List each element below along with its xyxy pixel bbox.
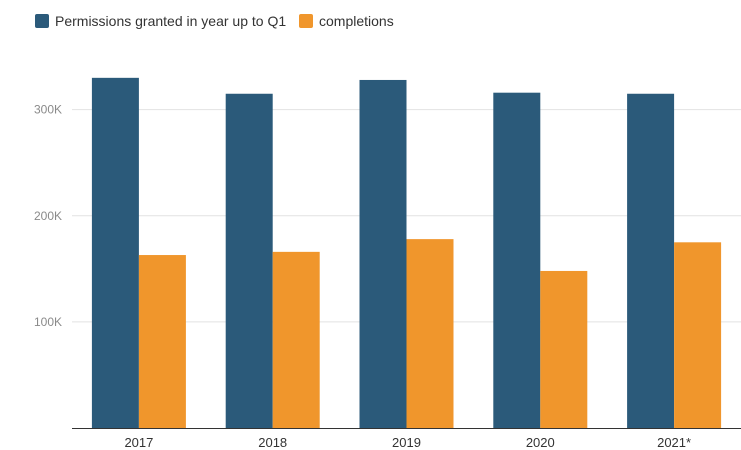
x-category-label: 2019 <box>392 435 421 450</box>
bar-completions <box>406 239 454 428</box>
legend-label-completions: completions <box>319 13 394 29</box>
x-category-label: 2017 <box>124 435 153 450</box>
bar-completions <box>674 242 722 428</box>
chart-legend: Permissions granted in year up to Q1 com… <box>35 13 394 29</box>
y-tick-label: 300K <box>34 103 62 117</box>
y-axis-ticks: 100K 200K 300K <box>34 103 62 329</box>
bar-completions <box>540 270 588 428</box>
legend-swatch-completions <box>299 14 313 28</box>
x-category-label: 2018 <box>258 435 287 450</box>
bar-permissions <box>359 79 407 428</box>
x-category-label: 2021* <box>657 435 691 450</box>
y-tick-label: 100K <box>34 315 62 329</box>
y-tick-label: 200K <box>34 209 62 223</box>
bars <box>91 77 722 428</box>
bar-completions <box>272 251 320 428</box>
bar-permissions <box>225 93 273 428</box>
bar-completions <box>138 255 186 428</box>
legend-swatch-permissions <box>35 14 49 28</box>
bar-permissions <box>91 77 139 428</box>
legend-label-permissions: Permissions granted in year up to Q1 <box>55 13 286 29</box>
x-axis-labels: 2017 2018 2019 2020 2021* <box>124 435 691 450</box>
bar-permissions <box>627 93 675 428</box>
bar-permissions <box>493 92 541 428</box>
x-category-label: 2020 <box>526 435 555 450</box>
